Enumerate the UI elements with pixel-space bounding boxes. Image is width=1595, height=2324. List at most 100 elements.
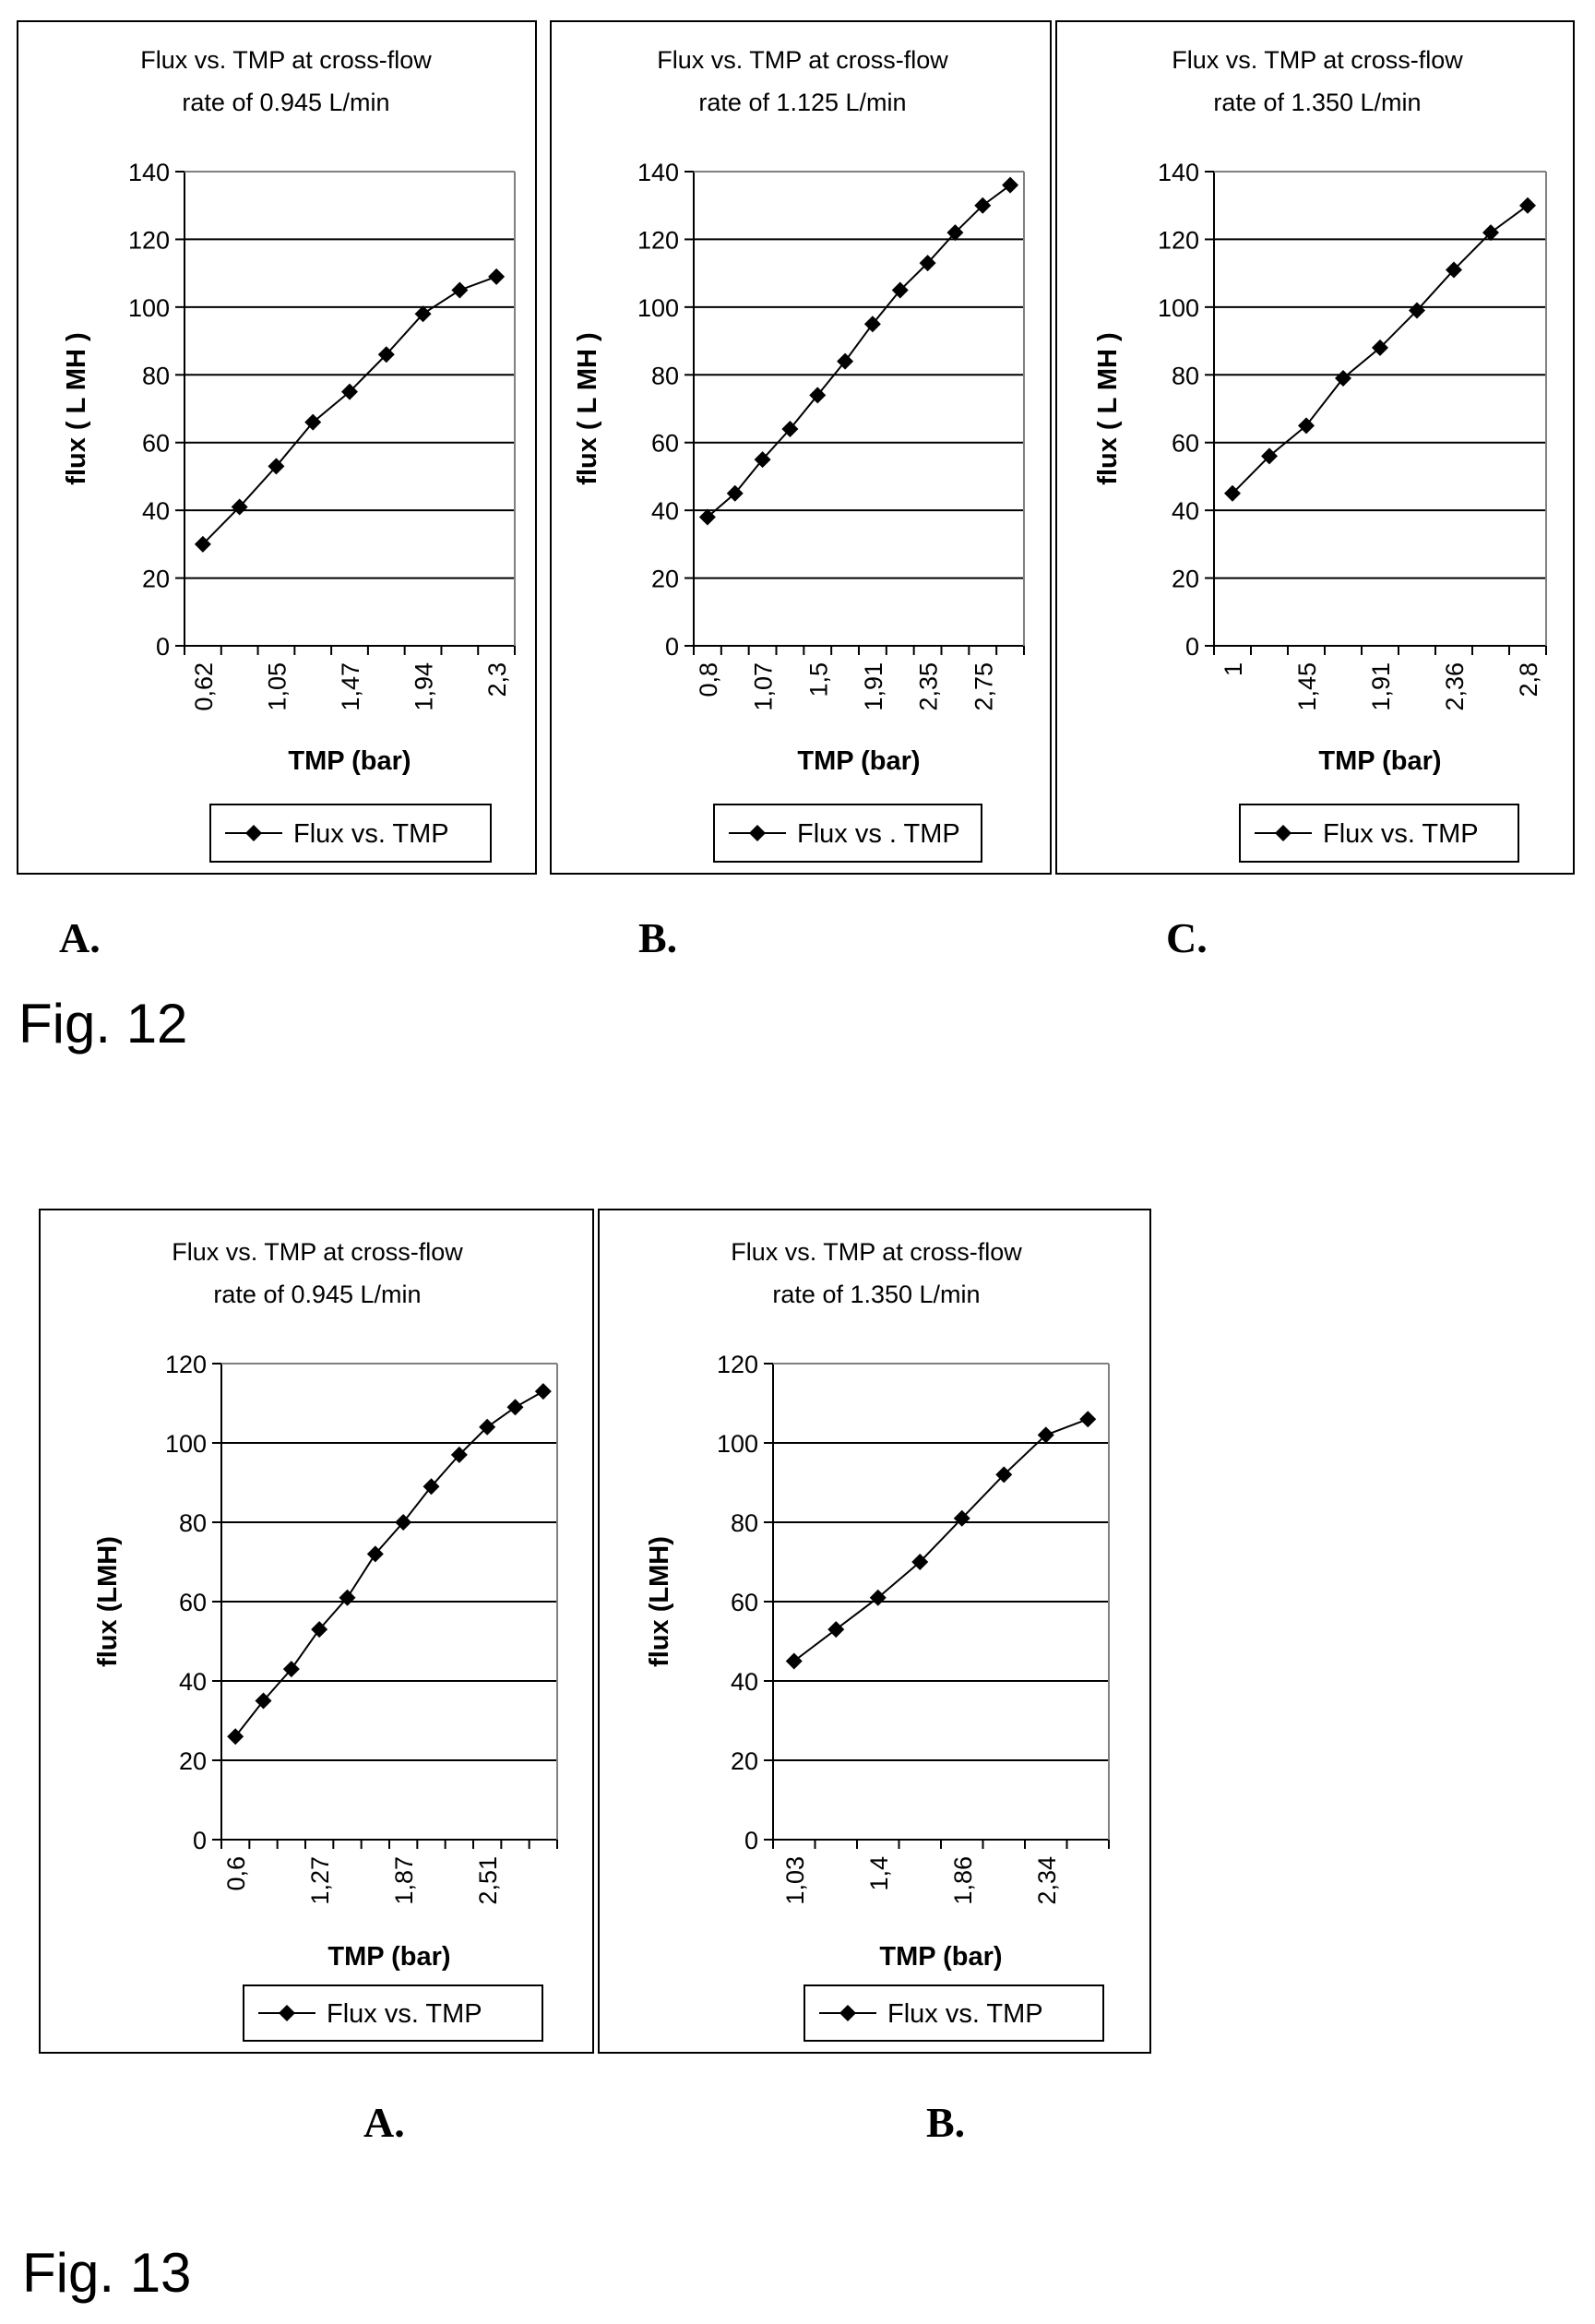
data-point-marker bbox=[311, 1621, 328, 1639]
legend-marker-icon bbox=[279, 2005, 295, 2021]
x-axis-label: TMP (bar) bbox=[327, 1942, 450, 1972]
chart-panel-fig12-b: Flux vs. TMP at cross-flow rate of 1.125 … bbox=[550, 20, 1052, 875]
y-tick-label: 100 bbox=[165, 1430, 207, 1458]
data-point-marker bbox=[1372, 339, 1388, 356]
series-line bbox=[202, 275, 497, 545]
data-point-marker bbox=[1261, 447, 1278, 465]
y-tick-label: 100 bbox=[637, 294, 679, 322]
data-point-marker bbox=[919, 255, 936, 272]
y-tick-label: 60 bbox=[1172, 430, 1199, 458]
x-tick-label: 1 bbox=[1220, 662, 1247, 676]
chart-title-line-2: rate of 1.125 L/min bbox=[698, 89, 906, 116]
series-line bbox=[707, 184, 1011, 518]
data-point-marker bbox=[366, 1545, 384, 1563]
y-tick-label: 120 bbox=[128, 226, 170, 254]
data-point-marker bbox=[282, 1661, 300, 1678]
y-tick-label: 40 bbox=[142, 497, 170, 525]
y-tick-label: 40 bbox=[179, 1668, 207, 1696]
data-point-marker bbox=[1002, 176, 1019, 194]
y-tick-label: 20 bbox=[179, 1747, 207, 1775]
x-axis-label: TMP (bar) bbox=[1318, 746, 1441, 776]
x-axis-label: TMP (bar) bbox=[288, 746, 411, 776]
chart-title-line-2: rate of 0.945 L/min bbox=[182, 89, 389, 116]
x-tick-label: 2,3 bbox=[483, 662, 511, 697]
legend-marker-icon bbox=[749, 825, 766, 841]
y-tick-label: 40 bbox=[651, 497, 679, 525]
legend-label: Flux vs. TMP bbox=[327, 1999, 482, 2029]
y-tick-label: 120 bbox=[717, 1351, 758, 1378]
chart-title-line-2: rate of 1.350 L/min bbox=[772, 1281, 980, 1308]
x-tick-label: 2,34 bbox=[1033, 1856, 1061, 1905]
data-point-marker bbox=[827, 1621, 845, 1639]
data-point-marker bbox=[1519, 197, 1536, 214]
data-point-marker bbox=[1224, 484, 1241, 502]
data-point-marker bbox=[414, 305, 432, 323]
data-point-marker bbox=[1482, 224, 1499, 242]
legend-marker-icon bbox=[245, 825, 262, 841]
data-point-marker bbox=[974, 197, 992, 214]
figure-caption-fig12: Fig. 12 bbox=[18, 993, 188, 1055]
series-line bbox=[793, 1418, 1089, 1663]
data-point-marker bbox=[377, 346, 395, 363]
chart-svg-fig12-b: Flux vs. TMP at cross-flow rate of 1.125 … bbox=[573, 46, 1025, 863]
y-tick-label: 40 bbox=[1172, 497, 1199, 525]
data-point-marker bbox=[488, 268, 506, 285]
y-axis-label: flux ( L MH ) bbox=[62, 332, 91, 484]
chart-title-line-1: Flux vs. TMP at cross-flow bbox=[172, 1238, 463, 1266]
y-tick-label: 0 bbox=[193, 1827, 207, 1854]
y-tick-label: 0 bbox=[1185, 633, 1199, 661]
x-tick-label: 2,75 bbox=[970, 662, 997, 711]
data-point-marker bbox=[451, 281, 469, 299]
x-tick-label: 1,5 bbox=[804, 662, 832, 697]
x-tick-label: 1,05 bbox=[263, 662, 291, 711]
y-tick-label: 60 bbox=[142, 430, 170, 458]
y-tick-label: 20 bbox=[731, 1747, 758, 1775]
data-point-marker bbox=[231, 498, 248, 516]
data-point-marker bbox=[423, 1478, 440, 1496]
data-point-marker bbox=[1298, 417, 1315, 435]
chart-title-line-1: Flux vs. TMP at cross-flow bbox=[1172, 46, 1463, 74]
x-tick-label: 2,8 bbox=[1515, 662, 1542, 697]
chart-title-line-1: Flux vs. TMP at cross-flow bbox=[657, 46, 948, 74]
chart-title-line-2: rate of 0.945 L/min bbox=[213, 1281, 421, 1308]
y-tick-label: 120 bbox=[165, 1351, 207, 1378]
y-tick-label: 0 bbox=[665, 633, 679, 661]
x-tick-label: 1,03 bbox=[781, 1856, 809, 1905]
y-axis-label: flux ( L MH ) bbox=[573, 332, 602, 484]
data-point-marker bbox=[450, 1446, 468, 1463]
chart-title-line-1: Flux vs. TMP at cross-flow bbox=[140, 46, 432, 74]
x-tick-label: 1,91 bbox=[860, 662, 887, 711]
data-point-marker bbox=[781, 421, 799, 438]
chart-svg-fig13-a: Flux vs. TMP at cross-flow rate of 0.945 … bbox=[93, 1238, 558, 2042]
y-axis-label: flux (LMH) bbox=[645, 1536, 674, 1667]
x-tick-label: 1,91 bbox=[1367, 662, 1395, 711]
data-point-marker bbox=[754, 451, 771, 469]
y-tick-label: 100 bbox=[717, 1430, 758, 1458]
y-tick-label: 20 bbox=[1172, 566, 1199, 593]
chart-panel-fig13-a: Flux vs. TMP at cross-flow rate of 0.945 … bbox=[39, 1209, 594, 2054]
data-point-marker bbox=[869, 1589, 887, 1606]
y-tick-label: 40 bbox=[731, 1668, 758, 1696]
data-point-marker bbox=[995, 1466, 1013, 1484]
data-point-marker bbox=[1037, 1426, 1054, 1444]
y-tick-label: 100 bbox=[128, 294, 170, 322]
y-tick-label: 120 bbox=[1158, 226, 1199, 254]
panel-letter-fig13-a: A. bbox=[363, 2099, 405, 2146]
data-point-marker bbox=[726, 484, 744, 502]
legend-label: Flux vs. TMP bbox=[293, 819, 449, 849]
data-point-marker bbox=[479, 1418, 496, 1436]
y-tick-label: 0 bbox=[744, 1827, 758, 1854]
x-tick-label: 1,86 bbox=[949, 1856, 977, 1905]
chart-panel-fig12-a: Flux vs. TMP at cross-flow rate of 0.945 … bbox=[17, 20, 537, 875]
y-tick-label: 140 bbox=[637, 159, 679, 186]
chart-panel-fig12-c: Flux vs. TMP at cross-flow rate of 1.350 … bbox=[1055, 20, 1575, 875]
y-tick-label: 20 bbox=[142, 566, 170, 593]
y-axis-label: flux ( L MH ) bbox=[1093, 332, 1123, 484]
x-tick-label: 2,36 bbox=[1441, 662, 1469, 711]
y-tick-label: 80 bbox=[179, 1509, 207, 1537]
data-point-marker bbox=[1335, 369, 1351, 387]
x-tick-label: 1,94 bbox=[411, 662, 438, 711]
data-point-marker bbox=[1079, 1411, 1097, 1428]
y-tick-label: 60 bbox=[731, 1589, 758, 1616]
chart-title-line-1: Flux vs. TMP at cross-flow bbox=[731, 1238, 1022, 1266]
